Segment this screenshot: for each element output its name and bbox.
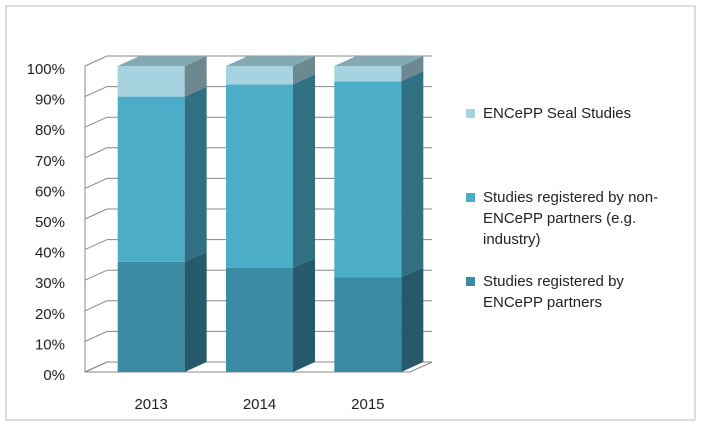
grid-line bbox=[84, 86, 432, 98]
bar-side bbox=[401, 56, 424, 82]
bar-side bbox=[293, 74, 315, 268]
y-tick-label: 50% bbox=[35, 214, 65, 231]
bar-top bbox=[117, 56, 207, 66]
bar-front bbox=[226, 66, 293, 85]
bar-front bbox=[334, 66, 402, 82]
bar-side bbox=[293, 56, 315, 85]
chart-border bbox=[5, 5, 696, 421]
y-tick-label: 40% bbox=[35, 245, 65, 262]
legend-swatch bbox=[466, 109, 475, 118]
x-tick-label: 2014 bbox=[243, 396, 276, 413]
bar-top bbox=[226, 56, 315, 66]
bar-front bbox=[117, 96, 185, 262]
legend-label: ENCePP Seal Studies bbox=[483, 105, 632, 122]
y-tick-label: 60% bbox=[35, 183, 65, 200]
y-tick-label: 0% bbox=[43, 367, 65, 384]
bar-side bbox=[401, 267, 424, 372]
grid-line bbox=[84, 177, 432, 189]
bar-side bbox=[184, 56, 207, 97]
x-tick-label: 2013 bbox=[134, 396, 167, 413]
y-tick-label: 100% bbox=[27, 61, 65, 78]
legend-swatch bbox=[466, 193, 475, 202]
grid-line bbox=[84, 147, 432, 159]
bar-front bbox=[117, 66, 185, 97]
grid-line bbox=[84, 239, 432, 251]
bar-front bbox=[117, 261, 185, 372]
x-tick-label: 2015 bbox=[351, 396, 384, 413]
grid-line bbox=[84, 116, 432, 128]
y-tick-label: 10% bbox=[35, 336, 65, 353]
grid-line bbox=[84, 361, 432, 373]
grid-line bbox=[84, 269, 432, 281]
legend-label: Studies registered by ENCePP partners bbox=[483, 273, 624, 311]
grid-line bbox=[84, 330, 432, 342]
bar-front bbox=[334, 81, 402, 278]
grid-line bbox=[84, 208, 432, 220]
bar-side bbox=[293, 257, 315, 372]
grid-line bbox=[84, 55, 432, 67]
legend-label: Studies registered by non-ENCePP partner… bbox=[483, 189, 659, 248]
bar-side bbox=[184, 86, 207, 262]
grid-line bbox=[84, 300, 432, 312]
y-tick-label: 70% bbox=[35, 153, 65, 170]
y-tick-label: 30% bbox=[35, 275, 65, 292]
y-tick-label: 80% bbox=[35, 122, 65, 139]
bar-front bbox=[226, 84, 293, 268]
legend-swatch bbox=[466, 277, 475, 286]
bar-side bbox=[401, 71, 424, 278]
bar-side bbox=[184, 251, 207, 372]
bar-top bbox=[334, 56, 424, 66]
y-tick-label: 20% bbox=[35, 306, 65, 323]
y-tick-label: 90% bbox=[35, 92, 65, 109]
bar-front bbox=[226, 267, 293, 372]
bar-front bbox=[334, 277, 402, 372]
